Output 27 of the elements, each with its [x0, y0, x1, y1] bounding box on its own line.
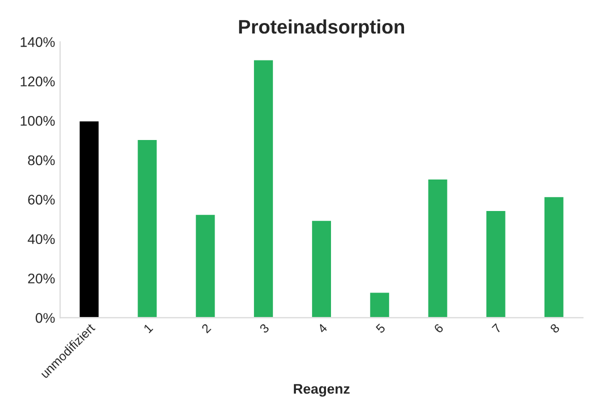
y-tick-label: 100% — [20, 116, 55, 126]
bar — [426, 178, 449, 318]
x-tick-label: 8 — [550, 323, 560, 334]
bar — [78, 120, 100, 318]
y-tick-label: 140% — [20, 37, 55, 47]
chart-title: Proteinadsorption — [239, 19, 404, 38]
bar — [136, 138, 158, 318]
bar — [252, 58, 274, 318]
bar — [543, 196, 565, 318]
bar — [194, 214, 216, 318]
y-tick-label: 80% — [28, 155, 55, 166]
x-axis-title: Reagenz — [294, 384, 350, 397]
x-tick-label: 4 — [317, 323, 328, 334]
bar — [484, 210, 507, 318]
y-tick-label: 0% — [36, 313, 55, 323]
bar — [368, 291, 390, 318]
y-tick-label: 120% — [20, 76, 55, 86]
y-tick-label: 60% — [28, 194, 55, 205]
x-tick-label: 7 — [492, 323, 502, 334]
x-tick-label: 5 — [375, 323, 386, 334]
x-tick-label: 3 — [259, 323, 270, 334]
x-tick-label: 2 — [201, 323, 212, 334]
y-tick-label: 40% — [28, 234, 55, 244]
x-tick-label: 6 — [433, 323, 444, 334]
x-tick-label: 1 — [143, 323, 154, 334]
bar — [310, 219, 332, 318]
y-tick-label: 20% — [28, 274, 55, 284]
